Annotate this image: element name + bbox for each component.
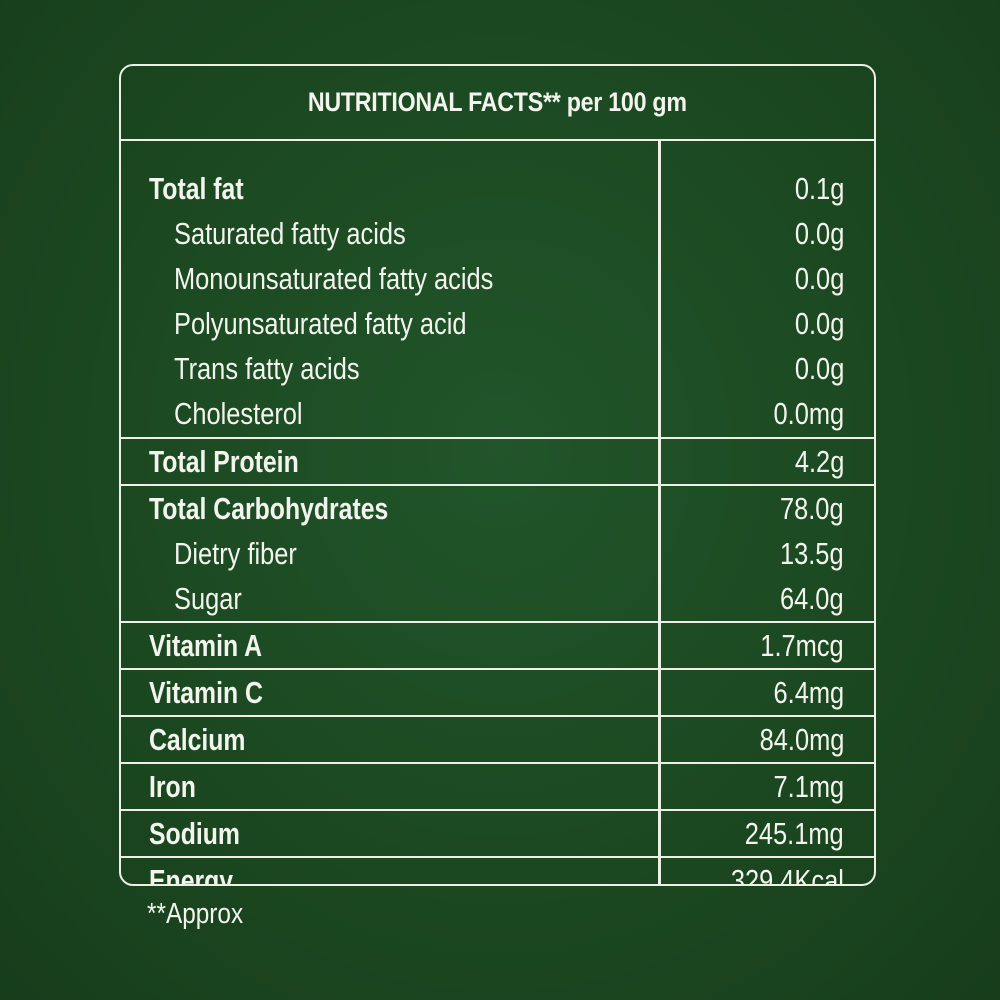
nutrient-label: Vitamin C (149, 674, 263, 710)
nutrient-label: Total Carbohydrates (149, 490, 389, 526)
nutrient-label: Saturated fatty acids (174, 215, 406, 251)
nutrient-value: 0.0mg (773, 395, 844, 431)
nutrient-value: 13.5g (780, 535, 844, 571)
table-row: Saturated fatty acids 0.0g (121, 211, 874, 256)
nutrient-group: Vitamin C 6.4mg (121, 668, 874, 715)
nutrient-group: Sodium 245.1mg (121, 809, 874, 856)
nutrient-value: 78.0g (780, 490, 844, 526)
nutrient-label: Total Protein (149, 443, 299, 479)
nutrient-value: 0.0g (794, 215, 844, 251)
nutrient-value: 1.7mcg (760, 627, 844, 663)
footnote: **Approx (147, 898, 244, 930)
table-row: Iron 7.1mg (121, 764, 874, 809)
nutrient-group: Total fat 0.1g Saturated fatty acids 0.0g Mo… (121, 141, 874, 437)
nutrient-label: Dietry fiber (174, 535, 297, 571)
nutrient-label: Calcium (149, 721, 246, 757)
table-row: Vitamin C 6.4mg (121, 670, 874, 715)
table-row: Total Protein 4.2g (121, 439, 874, 484)
nutrient-value: 84.0mg (759, 721, 844, 757)
nutrient-value: 7.1mg (773, 768, 844, 804)
table-row: Cholesterol 0.0mg (121, 391, 874, 436)
table-body: Total fat 0.1g Saturated fatty acids 0.0g Mo… (121, 141, 874, 886)
nutrient-value: 329.4Kcal (730, 862, 844, 886)
table-row: Total Carbohydrates 78.0g (121, 486, 874, 531)
table-row: Sodium 245.1mg (121, 811, 874, 856)
nutrient-value: 64.0g (780, 580, 844, 616)
table-row: Monounsaturated fatty acids 0.0g (121, 256, 874, 301)
table-header: NUTRITIONAL FACTS** per 100 gm (121, 66, 874, 141)
table-row: Energy 329.4Kcal (121, 858, 874, 886)
nutrition-facts-table: NUTRITIONAL FACTS** per 100 gm Total fat… (119, 64, 876, 886)
nutrient-label: Sugar (174, 580, 242, 616)
table-row: Polyunsaturated fatty acid 0.0g (121, 301, 874, 346)
nutrient-value: 245.1mg (745, 815, 844, 851)
nutrient-label: Polyunsaturated fatty acid (174, 305, 467, 341)
nutrient-label: Energy (149, 862, 234, 886)
nutrient-label: Sodium (149, 815, 240, 851)
table-row: Dietry fiber 13.5g (121, 531, 874, 576)
table-row: Calcium 84.0mg (121, 717, 874, 762)
table-title: NUTRITIONAL FACTS** per 100 gm (308, 87, 687, 117)
nutrient-value: 0.1g (794, 170, 844, 206)
nutrient-group: Calcium 84.0mg (121, 715, 874, 762)
column-divider (658, 141, 661, 884)
nutrient-value: 0.0g (794, 305, 844, 341)
nutrient-value: 0.0g (794, 260, 844, 296)
nutrient-group: Total Protein 4.2g (121, 437, 874, 484)
nutrient-group: Iron 7.1mg (121, 762, 874, 809)
nutrient-label: Vitamin A (149, 627, 263, 663)
nutrient-label: Iron (149, 768, 196, 804)
nutrient-label: Total fat (149, 170, 244, 206)
table-row: Trans fatty acids 0.0g (121, 346, 874, 391)
nutrient-group: Energy 329.4Kcal (121, 856, 874, 886)
nutrient-value: 4.2g (794, 443, 844, 479)
nutrient-group: Vitamin A 1.7mcg (121, 621, 874, 668)
table-row: Vitamin A 1.7mcg (121, 623, 874, 668)
table-row: Sugar 64.0g (121, 576, 874, 621)
nutrient-value: 0.0g (794, 350, 844, 386)
nutrient-value: 6.4mg (773, 674, 844, 710)
table-row: Total fat 0.1g (121, 166, 874, 211)
nutrient-label: Monounsaturated fatty acids (174, 260, 494, 296)
nutrient-label: Trans fatty acids (174, 350, 360, 386)
nutrient-group: Total Carbohydrates 78.0g Dietry fiber 13.5… (121, 484, 874, 621)
nutrient-label: Cholesterol (174, 395, 303, 431)
